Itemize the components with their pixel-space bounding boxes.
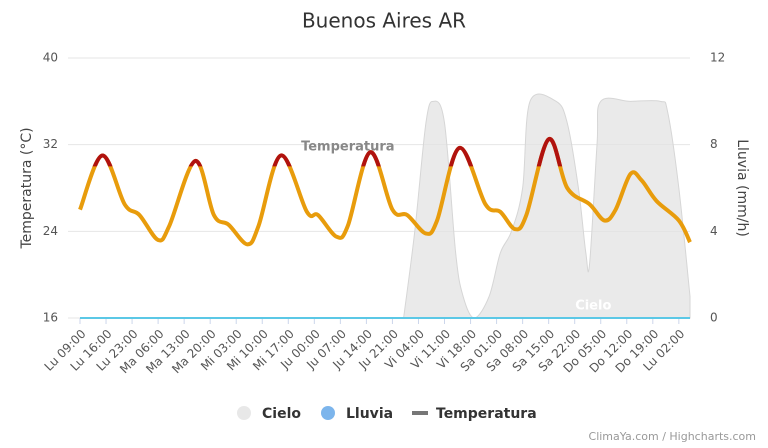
y-tick-label: 24 <box>43 224 58 238</box>
annotation: Cielo <box>575 299 611 314</box>
y2-tick-label: 8 <box>710 137 718 151</box>
legend-label: Lluvia <box>346 406 393 422</box>
y2-axis-title: Lluvia (mm/h) <box>734 139 750 237</box>
legend-symbol <box>321 406 335 420</box>
y2-tick-label: 0 <box>710 311 718 325</box>
cloud-area <box>403 93 691 319</box>
legend-label: Cielo <box>262 406 301 422</box>
legend-symbol <box>237 406 251 420</box>
chart-title: Buenos Aires AR <box>302 9 466 33</box>
credits: ClimaYa.com / Highcharts.com <box>589 430 756 443</box>
annotation: Temperatura <box>301 139 394 154</box>
y-tick-label: 16 <box>43 311 58 325</box>
y2-tick-label: 12 <box>710 51 725 65</box>
y-tick-label: 40 <box>43 51 58 65</box>
y-axis-title: Temperatura (°C) <box>19 127 35 249</box>
legend-label: Temperatura <box>436 406 537 422</box>
y2-tick-label: 4 <box>710 224 718 238</box>
y-tick-label: 32 <box>43 137 58 151</box>
temperature-line-zone <box>92 137 563 167</box>
